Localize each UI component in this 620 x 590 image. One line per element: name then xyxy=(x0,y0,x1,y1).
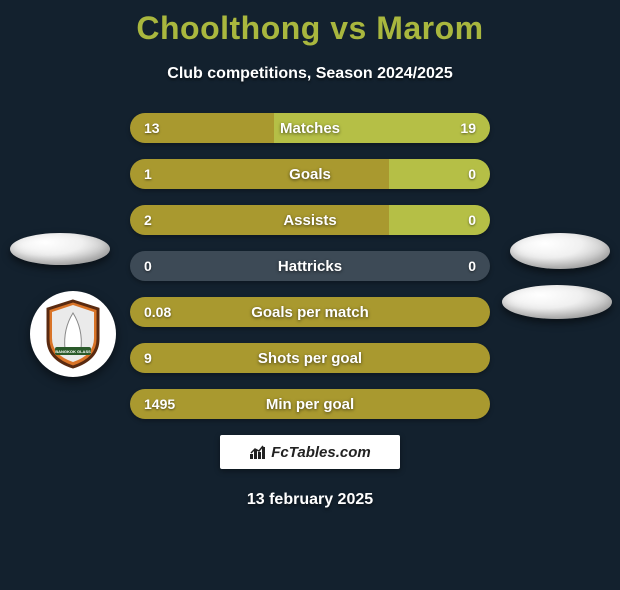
stat-left-value: 0.08 xyxy=(130,297,490,327)
club-badge-left: BANGKOK GLASS xyxy=(30,291,116,377)
stat-left-value: 9 xyxy=(130,343,490,373)
brand-box[interactable]: FcTables.com xyxy=(220,435,400,469)
date-text: 13 february 2025 xyxy=(0,491,620,509)
stat-row: 1495Min per goal xyxy=(130,389,490,419)
stat-row: 10Goals xyxy=(130,159,490,189)
stat-bars: 1319Matches 10Goals 20Assists 00Hattricks 0.… xyxy=(130,113,490,419)
decorative-disc xyxy=(10,233,110,265)
page-title: Choolthong vs Marom xyxy=(0,10,620,47)
stat-row: 20Assists xyxy=(130,205,490,235)
decorative-disc xyxy=(502,285,612,319)
stat-left-value: 1495 xyxy=(130,389,490,419)
stat-left-value: 13 xyxy=(130,113,274,143)
stat-row: 0.08Goals per match xyxy=(130,297,490,327)
stat-row: 9Shots per goal xyxy=(130,343,490,373)
stat-right-value: 0 xyxy=(468,258,476,274)
decorative-disc xyxy=(510,233,610,269)
svg-text:BANGKOK GLASS: BANGKOK GLASS xyxy=(55,349,91,354)
chart-icon xyxy=(249,444,267,460)
stat-right-value: 19 xyxy=(274,113,490,143)
stat-row: 1319Matches xyxy=(130,113,490,143)
stat-right-value: 0 xyxy=(389,159,490,189)
stat-left-value: 2 xyxy=(130,205,389,235)
subtitle: Club competitions, Season 2024/2025 xyxy=(0,65,620,83)
stat-row: 00Hattricks xyxy=(130,251,490,281)
brand-text: FcTables.com xyxy=(271,444,370,461)
stat-left-value: 1 xyxy=(130,159,389,189)
comparison-content: BANGKOK GLASS 1319Matches 10Goals 20Assist… xyxy=(0,113,620,509)
stat-left-value: 0 xyxy=(130,251,490,281)
shield-icon: BANGKOK GLASS xyxy=(43,299,103,369)
stat-right-value: 0 xyxy=(389,205,490,235)
